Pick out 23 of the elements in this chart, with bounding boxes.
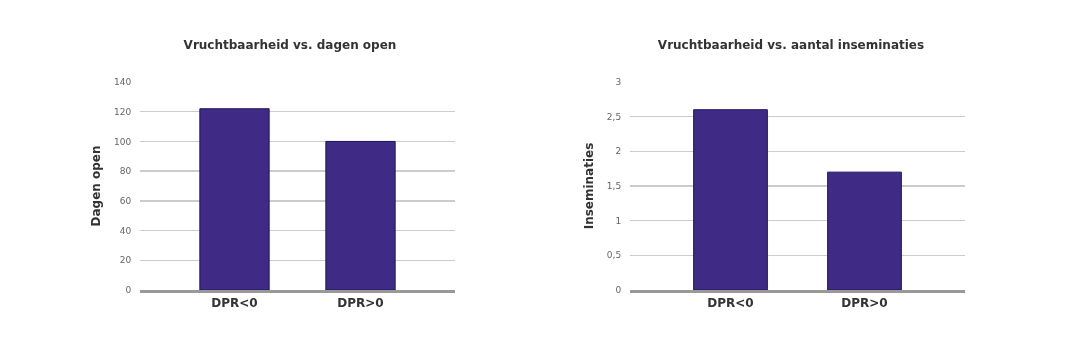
y-tick-label: 3: [615, 77, 622, 88]
x-tick-label: DPR<0: [211, 296, 258, 311]
y-tick-label: 0: [125, 285, 132, 296]
chart-title: Vruchtbaarheid vs. aantal inseminaties: [657, 37, 925, 52]
x-tick-label: DPR<0: [707, 296, 754, 311]
y-tick-label: 1,5: [606, 181, 622, 192]
y-axis-title: Inseminaties: [582, 142, 597, 230]
y-tick-label: 60: [119, 196, 132, 207]
y-tick-label: 2: [615, 146, 622, 157]
y-tick-label: 0: [615, 285, 622, 296]
y-tick-label: 100: [114, 136, 132, 147]
y-tick-label: 2,5: [606, 111, 622, 122]
y-tick-label: 120: [114, 106, 132, 117]
chart-title: Vruchtbaarheid vs. dagen open: [183, 37, 397, 52]
y-axis-title: Dagen open: [89, 145, 104, 227]
y-tick-label: 0,5: [606, 250, 622, 261]
y-tick-label: 20: [119, 255, 132, 266]
y-tick-label: 1: [615, 215, 622, 226]
x-tick-label: DPR>0: [337, 296, 384, 311]
y-tick-label: 140: [114, 77, 132, 88]
y-tick-label: 80: [119, 166, 132, 177]
y-tick-label: 40: [119, 225, 132, 236]
x-tick-label: DPR>0: [841, 296, 888, 311]
